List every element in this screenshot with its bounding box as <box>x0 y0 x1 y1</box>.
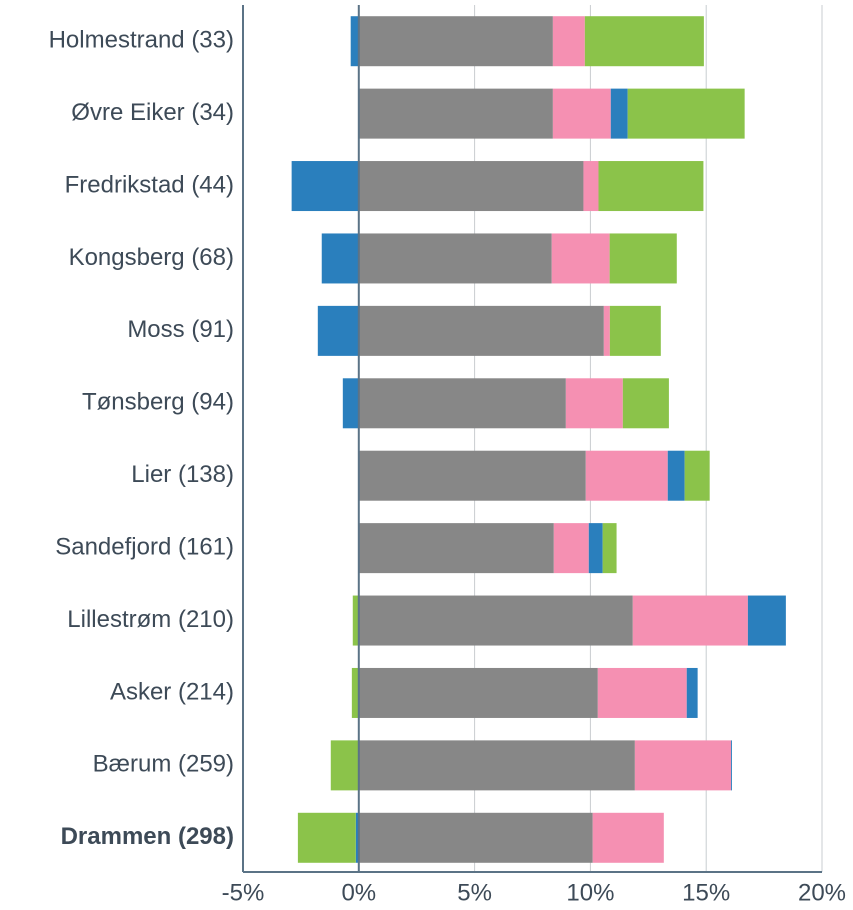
bar-segment <box>358 233 552 284</box>
bar-segment <box>684 450 710 501</box>
x-tick-label: 15% <box>682 879 730 906</box>
bar-segment <box>602 523 617 574</box>
bar-segment <box>358 450 586 501</box>
bar-segment <box>622 378 669 429</box>
bar-segment <box>358 161 584 212</box>
bar-segment <box>667 450 685 501</box>
category-label: Drammen (298) <box>61 823 234 850</box>
bar-segment <box>351 667 359 718</box>
category-label: Fredrikstad (44) <box>65 171 234 198</box>
bar-segment <box>747 595 786 646</box>
category-label: Asker (214) <box>110 678 234 705</box>
bar-segment <box>603 305 610 356</box>
bar-segment <box>358 595 633 646</box>
x-tick-label: -5% <box>222 879 265 906</box>
bar-segment <box>358 16 553 67</box>
bar-segment <box>588 523 603 574</box>
bar-segment <box>634 740 731 791</box>
bar-segment <box>358 378 566 429</box>
bar-segment <box>352 595 359 646</box>
bar-segment <box>358 667 598 718</box>
bar-segment <box>552 16 585 67</box>
category-label: Holmestrand (33) <box>49 27 234 54</box>
bar-segment <box>350 16 359 67</box>
bar-segment <box>551 233 610 284</box>
bar-segment <box>730 740 732 791</box>
bar-segment <box>610 88 628 139</box>
bar-segment <box>598 161 704 212</box>
bar-segment <box>597 667 687 718</box>
category-label: Lier (138) <box>131 461 234 488</box>
category-label: Moss (91) <box>127 316 234 343</box>
bar-segment <box>585 450 668 501</box>
bar-segment <box>609 305 661 356</box>
category-label: Øvre Eiker (34) <box>71 99 234 126</box>
bar-segment <box>321 233 359 284</box>
category-label: Sandefjord (161) <box>55 533 234 560</box>
bar-segment <box>553 523 589 574</box>
category-label: Kongsberg (68) <box>69 244 234 271</box>
bar-segment <box>686 667 698 718</box>
bar-segment <box>291 161 359 212</box>
bar-segment <box>358 740 635 791</box>
bar-segment <box>355 812 359 863</box>
bar-segment <box>358 523 554 574</box>
bar-segment <box>627 88 745 139</box>
category-label: Tønsberg (94) <box>82 389 234 416</box>
bar-segment <box>342 378 359 429</box>
x-tick-label: 10% <box>566 879 614 906</box>
bar-segment <box>632 595 748 646</box>
bar-segment <box>583 161 599 212</box>
bar-segment <box>565 378 623 429</box>
category-label: Lillestrøm (210) <box>67 606 234 633</box>
x-tick-label: 0% <box>341 879 376 906</box>
x-tick-label: 5% <box>457 879 492 906</box>
bar-segment <box>330 740 359 791</box>
x-tick-label: 20% <box>798 879 846 906</box>
category-label: Bærum (259) <box>93 751 234 778</box>
bar-segment <box>358 305 604 356</box>
bar-segment <box>317 305 359 356</box>
bar-segment <box>358 88 553 139</box>
bar-segment <box>584 16 704 67</box>
bar-segment <box>552 88 611 139</box>
bar-segment <box>609 233 677 284</box>
bar-segment <box>297 812 356 863</box>
bar-segment <box>358 812 593 863</box>
bar-segment <box>592 812 664 863</box>
